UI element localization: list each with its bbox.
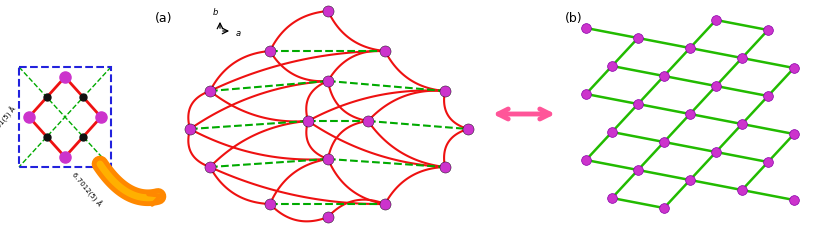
Text: a: a bbox=[236, 28, 241, 37]
Text: (b): (b) bbox=[565, 12, 583, 25]
Text: (a): (a) bbox=[155, 12, 172, 25]
Text: 6.7012(5) Å: 6.7012(5) Å bbox=[70, 170, 103, 207]
Text: 6.9561(5) Å: 6.9561(5) Å bbox=[0, 104, 18, 141]
Bar bbox=[19, 68, 111, 167]
Text: b: b bbox=[212, 8, 218, 17]
